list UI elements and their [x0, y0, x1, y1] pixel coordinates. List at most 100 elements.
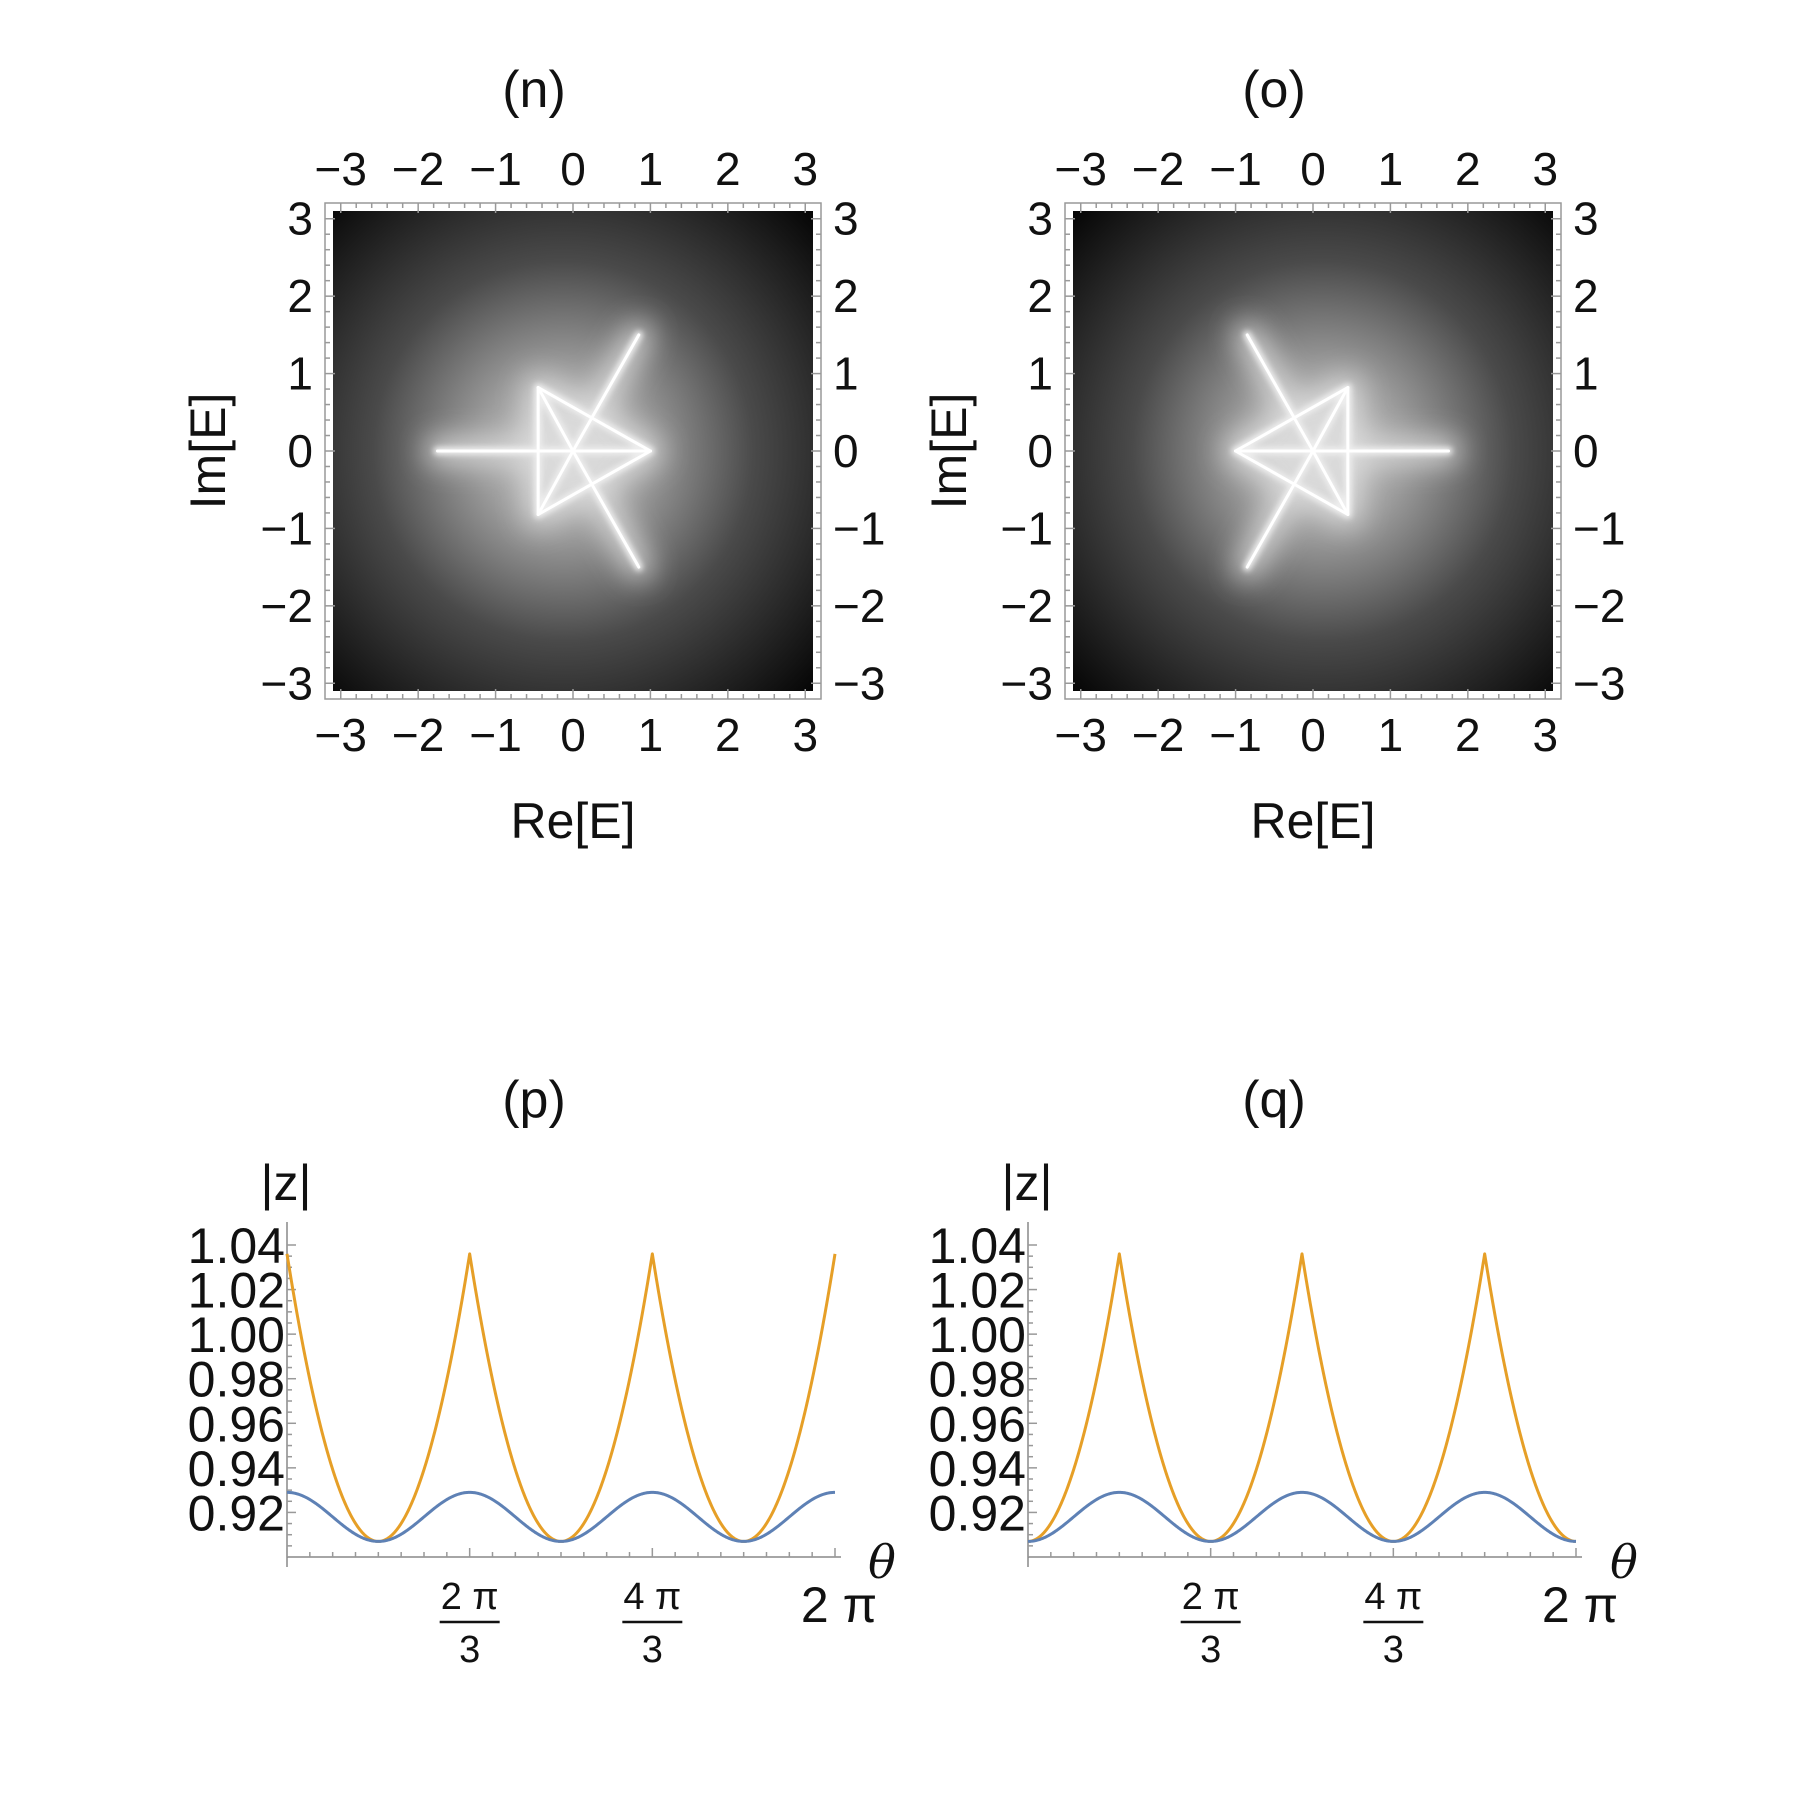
x-tick-labels-top: −3 −2 −1 0 1 2 3	[315, 143, 819, 195]
x-tick-label: −2	[392, 143, 444, 195]
y-tick-label: −2	[1573, 580, 1625, 632]
x-tick-label-numerator: 4 π	[623, 1576, 681, 1618]
x-axis-label: θ	[1610, 1535, 1638, 1589]
x-tick-label: 1	[1378, 143, 1404, 195]
y-tick-labels-left: −3 −2 −1 0 1 2 3	[261, 193, 313, 710]
x-tick-labels-bottom: −3 −2 −1 0 1 2 3	[315, 709, 819, 761]
x-tick-label: −3	[315, 709, 367, 761]
x-tick-label: −3	[1055, 709, 1107, 761]
x-tick-label: 0	[560, 709, 586, 761]
series-line	[1027, 1252, 1577, 1543]
x-tick-label: −3	[1055, 143, 1107, 195]
x-tick-label: 2	[1455, 143, 1481, 195]
spectrum-segment	[536, 386, 652, 453]
spectrum-segment	[571, 449, 641, 569]
x-tick-label: 2	[715, 143, 741, 195]
series-line	[286, 1490, 836, 1543]
series-lines	[1027, 1252, 1577, 1543]
y-tick-label: 1	[1573, 348, 1599, 400]
y-axis-label: |z|	[261, 1155, 312, 1211]
y-tick-label: 0	[833, 425, 859, 477]
frame-ticks	[1065, 203, 1561, 699]
line-panel-p: (p) |z| 0.920.940.960.981.001.021.04 2 π…	[188, 1071, 896, 1671]
spectrum-segment	[536, 386, 575, 453]
y-tick-label: −2	[833, 580, 885, 632]
x-tick-label: 3	[1532, 143, 1558, 195]
x-tick-label: 2 π	[801, 1577, 877, 1633]
y-tick-labels-right: −3 −2 −1 0 1 2 3	[1573, 193, 1625, 710]
y-tick-labels-right: −3 −2 −1 0 1 2 3	[833, 193, 885, 710]
spectrum-core	[436, 333, 652, 569]
series-line	[1027, 1490, 1577, 1543]
spectrum-segment	[536, 449, 575, 516]
y-tick-label: 0	[1027, 425, 1053, 477]
y-tick-label: −2	[1001, 580, 1053, 632]
spectrum-segment	[1311, 449, 1350, 516]
spectrum-segment	[1234, 386, 1350, 453]
y-tick-label: 2	[287, 270, 313, 322]
spectrum-segment	[1234, 449, 1350, 516]
panel-title: (p)	[502, 1071, 566, 1129]
y-tick-label: 2	[1027, 270, 1053, 322]
series-line	[285, 1252, 837, 1543]
frame-ticks	[325, 203, 821, 699]
x-tick-label-denominator: 3	[459, 1629, 480, 1671]
x-axis-label: Re[E]	[1250, 793, 1375, 849]
y-tick-label: 0.92	[929, 1485, 1026, 1541]
x-tick-label: 3	[792, 143, 818, 195]
spectrum-core	[1234, 333, 1450, 569]
y-tick-label: −3	[833, 657, 885, 709]
line-panel-q: (q) |z| 0.920.940.960.981.001.021.04 2 π…	[929, 1071, 1638, 1671]
y-tick-label: −3	[1001, 657, 1053, 709]
y-tick-label: 0.98	[188, 1352, 285, 1408]
panel-title: (n)	[502, 61, 566, 119]
x-tick-label: 0	[1300, 143, 1326, 195]
axes	[1027, 1222, 1582, 1567]
y-tick-label: 1	[833, 348, 859, 400]
x-tick-label-denominator: 3	[1383, 1629, 1404, 1671]
y-tick-label: 3	[833, 193, 859, 245]
y-tick-label: 1	[287, 348, 313, 400]
y-tick-label: −2	[261, 580, 313, 632]
y-tick-label: 2	[1573, 270, 1599, 322]
x-axis-label: θ	[868, 1535, 896, 1589]
x-tick-label: 3	[792, 709, 818, 761]
spectrum-lines	[424, 321, 664, 581]
y-tick-label: −1	[261, 502, 313, 554]
x-tick-label: −3	[315, 143, 367, 195]
x-tick-labels: 2 π 3 4 π 3 2 π	[439, 1576, 877, 1671]
y-axis-label: Im[E]	[921, 393, 977, 510]
spectrum-segment	[1245, 333, 1315, 453]
x-tick-label: 0	[560, 143, 586, 195]
y-tick-label: 1	[1027, 348, 1053, 400]
spectrum-segment	[1311, 386, 1350, 453]
y-tick-labels: 0.920.940.960.981.001.021.04	[929, 1218, 1026, 1541]
y-tick-labels-left: −3 −2 −1 0 1 2 3	[1001, 193, 1053, 710]
x-tick-label: 2 π	[1542, 1577, 1618, 1633]
series-lines	[285, 1252, 837, 1543]
y-tick-label: −1	[833, 502, 885, 554]
spectrum-lines	[1222, 321, 1462, 581]
x-tick-label: 0	[1300, 709, 1326, 761]
x-tick-label-denominator: 3	[1200, 1629, 1221, 1671]
axes	[286, 1222, 841, 1567]
y-tick-label: −1	[1573, 502, 1625, 554]
x-tick-label: 2	[715, 709, 741, 761]
x-axis-label: Re[E]	[510, 793, 635, 849]
x-tick-label: −1	[1209, 709, 1261, 761]
x-tick-label: −2	[392, 709, 444, 761]
x-tick-label: −1	[469, 143, 521, 195]
y-tick-label: 0.94	[188, 1441, 285, 1497]
y-axis-label: |z|	[1002, 1155, 1053, 1211]
y-tick-label: 1.00	[929, 1307, 1026, 1363]
y-tick-labels: 0.920.940.960.981.001.021.04	[188, 1218, 285, 1541]
x-tick-label-numerator: 4 π	[1364, 1576, 1422, 1618]
y-tick-label: 1.04	[929, 1218, 1026, 1274]
x-tick-labels: 2 π 3 4 π 3 2 π	[1180, 1576, 1618, 1671]
x-tick-label: −2	[1132, 143, 1184, 195]
spectrum-segment	[571, 333, 641, 453]
y-tick-label: −1	[1001, 502, 1053, 554]
panel-title: (o)	[1242, 61, 1306, 119]
y-tick-label: 0.96	[929, 1396, 1026, 1452]
